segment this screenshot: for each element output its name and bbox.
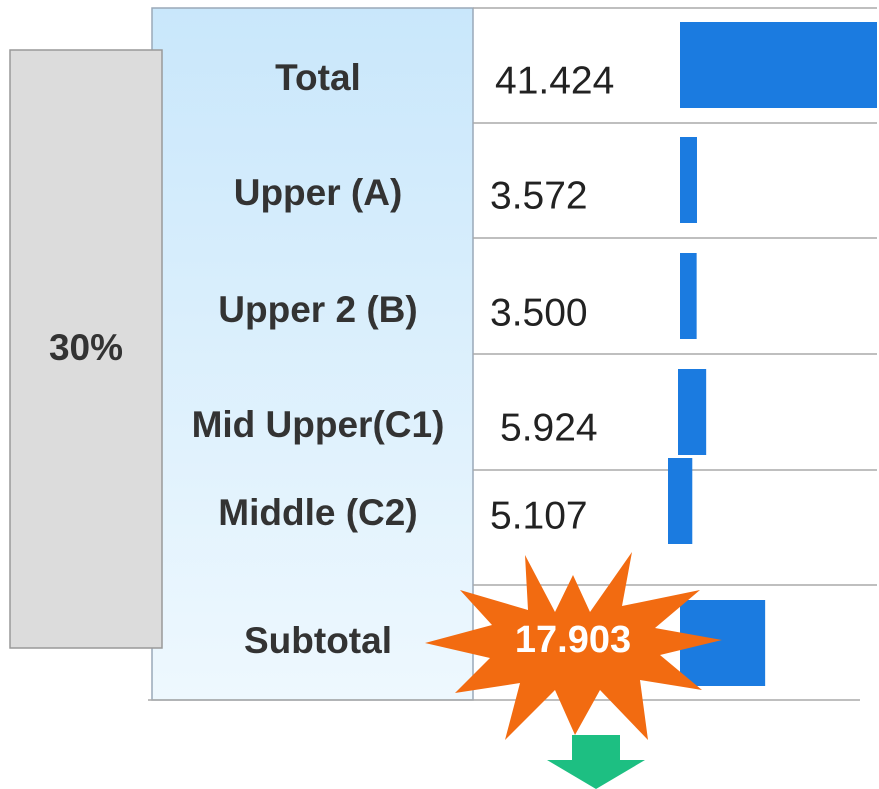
row-label: Total [275,57,361,98]
value-label: 5.924 [500,406,598,449]
row-label: Middle (C2) [218,492,417,533]
value-label: 5.107 [490,494,588,537]
bar [668,458,693,544]
starburst [425,552,722,740]
value-label: 3.500 [490,291,588,334]
label-column [151,7,474,701]
bar [680,253,697,339]
row-label: Upper 2 (B) [218,289,417,330]
row-label: Mid Upper(C1) [192,404,445,445]
bar [680,22,877,108]
row-label: Upper (A) [234,172,403,213]
subtotal-value: 17.903 [515,619,631,661]
bar [678,369,707,455]
row-label: Subtotal [244,620,392,661]
value-label: 3.572 [490,174,588,217]
group-label: 30% [49,327,123,368]
value-label: 41.424 [495,59,614,102]
group-box [9,49,163,649]
down-arrow [547,735,645,789]
bar [680,137,697,223]
